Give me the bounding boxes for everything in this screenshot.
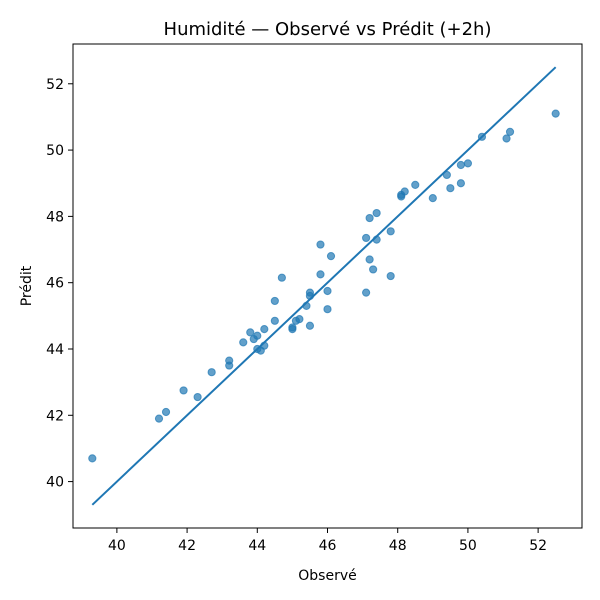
y-tick-label: 52: [46, 77, 64, 93]
scatter-point: [295, 315, 304, 324]
x-axis: 40 42 44 46 48 50 52: [108, 528, 547, 554]
y-tick-label: 40: [46, 475, 64, 491]
scatter-point: [207, 368, 216, 377]
scatter-point: [446, 184, 455, 193]
scatter-point: [316, 240, 325, 249]
x-tick-label: 42: [178, 538, 196, 554]
scatter-point: [154, 414, 164, 423]
scatter-point: [323, 286, 332, 296]
scatter-point: [502, 134, 511, 143]
scatter-point: [362, 288, 371, 297]
scatter-point: [369, 265, 378, 274]
scatter-point: [270, 296, 279, 306]
scatter-point: [551, 109, 560, 118]
x-tick-label: 50: [459, 538, 477, 554]
scatter-point: [305, 321, 315, 330]
y-tick-label: 42: [46, 408, 64, 424]
scatter-point: [179, 386, 188, 395]
scatter-point: [88, 454, 97, 463]
scatter-point: [161, 407, 171, 417]
scatter-point: [411, 180, 420, 189]
scatter-point: [428, 194, 437, 203]
scatter-point: [505, 127, 515, 136]
x-tick-label: 46: [319, 538, 337, 554]
scatter-point: [288, 323, 297, 332]
scatter-point: [400, 187, 409, 196]
x-tick-label: 48: [389, 538, 407, 554]
y-tick-label: 44: [46, 342, 64, 358]
scatter-point: [456, 160, 465, 170]
scatter-point: [253, 331, 262, 340]
y-tick-label: 48: [46, 209, 64, 225]
chart-title: Humidité — Observé vs Prédit (+2h): [164, 19, 492, 40]
x-axis-title: Observé: [298, 568, 356, 584]
scatter-point: [326, 252, 336, 261]
scatter-point: [463, 159, 473, 168]
scatter-point: [386, 227, 395, 236]
scatter-point: [193, 392, 202, 402]
scatter-point: [316, 270, 325, 279]
scatter-point: [323, 305, 332, 314]
scatter-point: [456, 179, 465, 188]
scatter-point: [362, 233, 371, 243]
y-axis-title: Prédit: [19, 265, 35, 306]
scatter-point: [365, 255, 374, 264]
scatter-point: [305, 288, 315, 297]
x-tick-label: 52: [529, 538, 547, 554]
scatter-point: [239, 338, 248, 347]
scatter-point: [386, 271, 395, 281]
y-tick-label: 50: [46, 143, 64, 159]
y-tick-label: 46: [46, 276, 64, 292]
scatter-point: [277, 273, 286, 282]
scatter-point: [246, 328, 255, 337]
scatter-point: [260, 325, 269, 334]
scatter-point: [372, 208, 381, 218]
plot-area: [88, 66, 560, 506]
scatter-point: [365, 213, 374, 223]
scatter-point: [270, 316, 279, 325]
scatter-point: [225, 356, 234, 365]
x-tick-label: 40: [108, 538, 126, 554]
y-axis: 40 42 44 46 48 50 52: [46, 77, 73, 491]
x-tick-label: 44: [248, 538, 266, 554]
reference-line: [91, 66, 557, 506]
